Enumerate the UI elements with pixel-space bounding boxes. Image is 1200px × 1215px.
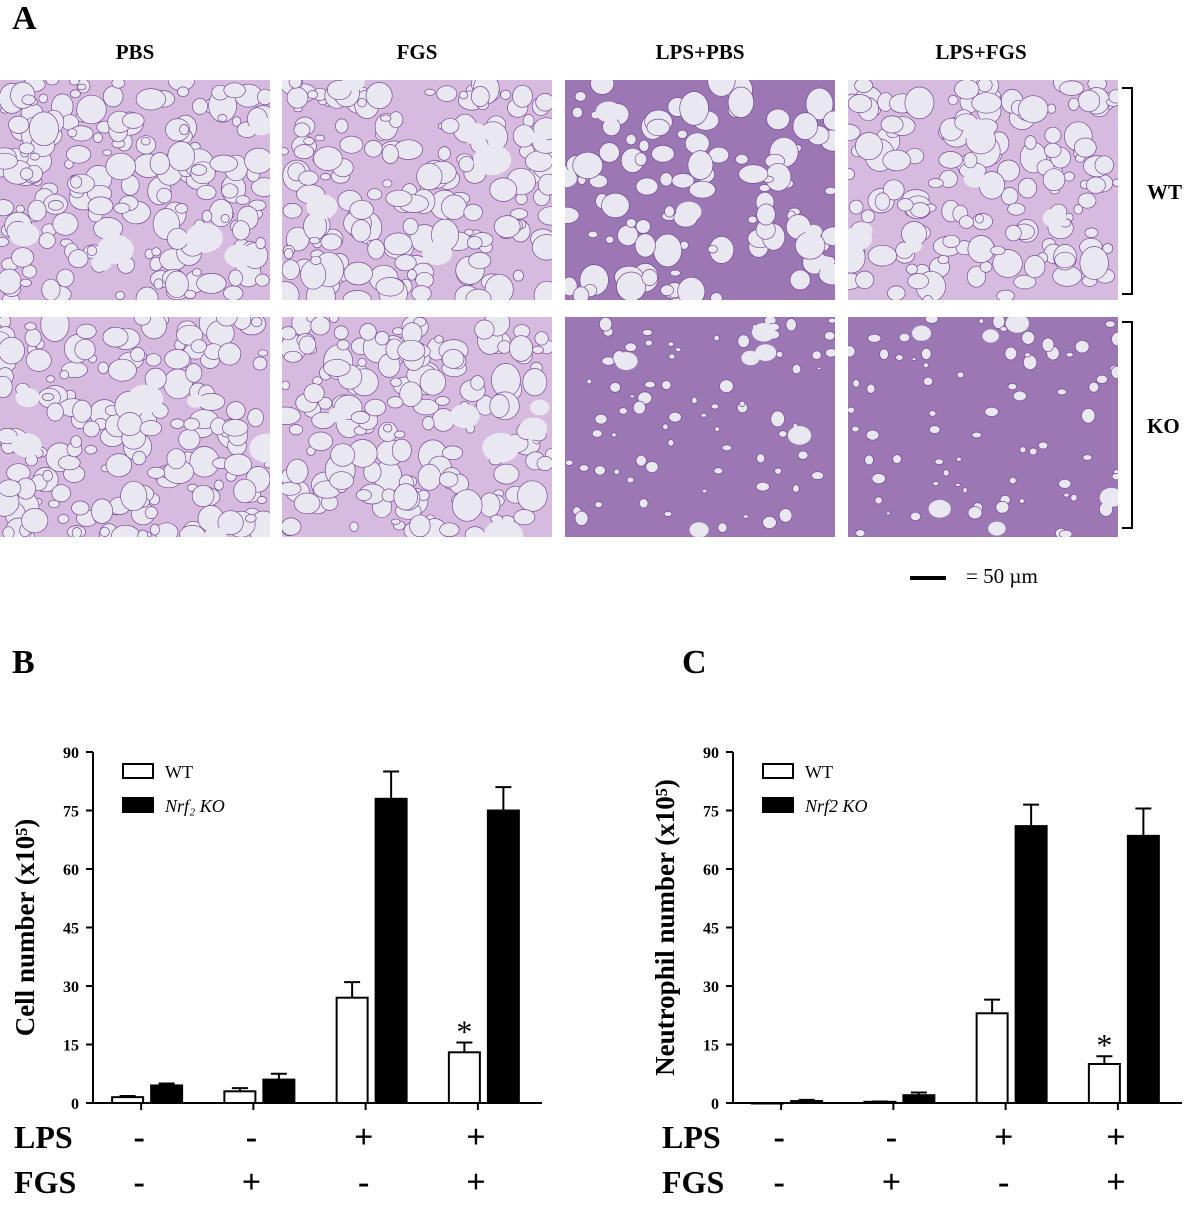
y-tick-label: 45	[703, 921, 719, 938]
bar-wt-1	[111, 1096, 145, 1104]
row-label-wt: WT	[1147, 180, 1183, 204]
bar-wt-1	[751, 1102, 785, 1105]
y-tick-label: 75	[703, 804, 719, 821]
column-header-lps-fgs: LPS+FGS	[935, 40, 1027, 64]
bar-ko-1	[790, 1100, 824, 1104]
micrograph-wt-lps-pbs	[565, 80, 835, 300]
y-tick-label: 60	[703, 862, 719, 879]
significance-asterisk: *	[1096, 1027, 1112, 1063]
treatment-sign-fgs-1: -	[133, 1164, 144, 1201]
micrograph-ko-lps-pbs	[565, 317, 835, 537]
legend-label-ko: Nrf2 KO	[804, 796, 868, 816]
bar-wt-3	[975, 1012, 1009, 1104]
legend-swatch-ko	[122, 797, 154, 813]
treatment-sign-lps-4: +	[1106, 1119, 1125, 1156]
micrograph-wt-pbs	[0, 80, 270, 300]
bar-wt-4	[447, 1051, 481, 1104]
y-tick-label: 0	[711, 1096, 719, 1113]
row-label-ko: KO	[1147, 414, 1180, 438]
y-tick-label: 45	[63, 921, 79, 938]
micrograph-wt-lps-fgs	[848, 80, 1118, 300]
scale-bar-label: = 50 µm	[966, 564, 1038, 588]
treatment-sign-lps-4: +	[466, 1119, 485, 1156]
panel-b-letter: B	[12, 644, 35, 681]
y-tick-label: 90	[63, 745, 79, 762]
y-tick-label: 60	[63, 862, 79, 879]
y-axis-label: Neutrophil number (x10⁵)	[650, 779, 680, 1076]
treatment-sign-lps-1: -	[133, 1119, 144, 1156]
row-bracket-wt	[1122, 87, 1133, 295]
treatment-label-lps: LPS	[662, 1119, 721, 1155]
y-tick-label: 75	[63, 804, 79, 821]
bar-ko-1	[150, 1084, 184, 1105]
treatment-sign-fgs-1: -	[773, 1164, 784, 1201]
bar-ko-3	[374, 797, 408, 1105]
bar-ko-3	[1014, 825, 1048, 1104]
legend-swatch-wt	[122, 763, 154, 779]
y-tick-label: 0	[71, 1096, 79, 1113]
treatment-label-lps: LPS	[14, 1119, 73, 1155]
legend-swatch-wt	[762, 763, 794, 779]
bar-chart-cell-number: 0 15 30 45 60 75 90 Cell number (x10⁵) * WT Nrf₂ K…	[10, 745, 542, 1201]
bar-ko-4	[486, 809, 520, 1104]
micrograph-ko-pbs	[0, 317, 270, 537]
treatment-label-fgs: FGS	[14, 1164, 76, 1200]
y-axis-label: Cell number (x10⁵)	[10, 819, 40, 1037]
treatment-label-fgs: FGS	[662, 1164, 724, 1200]
column-header-fgs: FGS	[396, 40, 438, 64]
bar-ko-2	[902, 1094, 936, 1105]
y-tick-label: 15	[703, 1038, 719, 1055]
column-header-pbs: PBS	[115, 40, 155, 64]
legend-label-wt: WT	[805, 762, 833, 782]
scale-bar	[910, 576, 946, 580]
legend-swatch-ko	[762, 797, 794, 813]
micrograph-wt-fgs	[282, 80, 552, 300]
significance-asterisk: *	[456, 1014, 472, 1050]
bar-ko-2	[262, 1078, 296, 1105]
y-tick-label: 30	[703, 979, 719, 996]
bar-wt-3	[335, 996, 369, 1105]
treatment-sign-lps-3: +	[994, 1119, 1013, 1156]
micrograph-ko-lps-fgs	[848, 317, 1118, 537]
row-bracket-ko	[1122, 321, 1133, 529]
y-tick-label: 15	[63, 1038, 79, 1055]
panel-c-letter: C	[682, 644, 707, 681]
bar-ko-4	[1126, 834, 1160, 1104]
bar-chart-neutrophil-number: 0 15 30 45 60 75 90 Neutrophil number (x10⁵) * WT…	[650, 745, 1182, 1201]
y-tick-label: 90	[703, 745, 719, 762]
treatment-sign-fgs-2: +	[882, 1164, 901, 1201]
treatment-sign-lps-1: -	[773, 1119, 784, 1156]
y-tick-label: 30	[63, 979, 79, 996]
bar-wt-4	[1087, 1063, 1121, 1104]
treatment-sign-fgs-2: +	[242, 1164, 261, 1201]
bar-wt-2	[223, 1090, 257, 1104]
legend-label-wt: WT	[165, 762, 193, 782]
treatment-sign-fgs-3: -	[358, 1164, 369, 1201]
treatment-sign-lps-3: +	[354, 1119, 373, 1156]
column-header-lps-pbs: LPS+PBS	[655, 40, 745, 64]
panel-a-letter: A	[12, 0, 37, 37]
treatment-sign-fgs-4: +	[1106, 1164, 1125, 1201]
micrograph-ko-fgs	[282, 317, 552, 537]
treatment-sign-lps-2: -	[886, 1119, 897, 1156]
legend-label-ko: Nrf₂ KO	[164, 796, 225, 816]
treatment-sign-fgs-4: +	[466, 1164, 485, 1201]
treatment-sign-fgs-3: -	[998, 1164, 1009, 1201]
treatment-sign-lps-2: -	[246, 1119, 257, 1156]
